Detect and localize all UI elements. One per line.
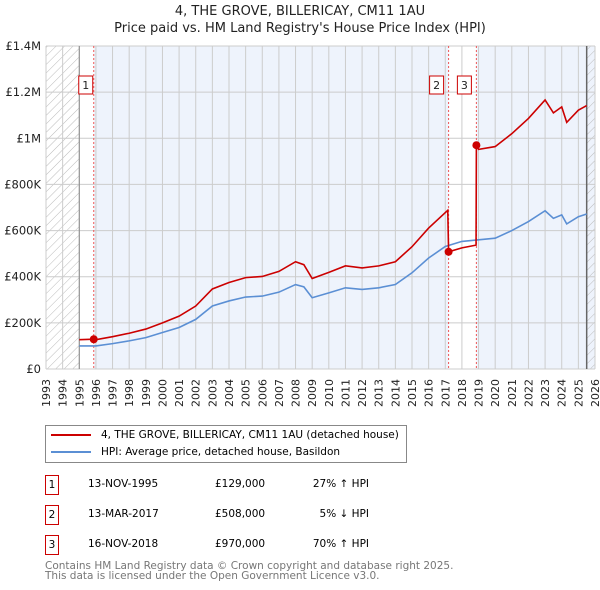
x-tick-label: 2007 [273,379,286,407]
x-tick-label: 2024 [556,379,569,407]
sale-hpi-diff: 27% ↑ HPI [312,478,369,490]
x-tick-label: 2025 [572,379,585,407]
sale-row: 2 13-MAR-2017 £508,000 5% ↓ HPI [45,505,445,525]
y-tick-label: £1.4M [5,39,41,53]
x-tick-label: 2017 [439,379,452,407]
chart-subtitle: Price paid vs. HM Land Registry's House … [114,21,486,36]
sale-price: £970,000 [215,538,266,550]
price-paid-line [79,98,588,341]
y-tick-label: £400K [4,270,41,284]
x-tick-label: 2010 [323,379,336,407]
x-tick-label: 2026 [589,379,600,407]
legend-item-hpi: HPI: Average price, detached house, Basi… [51,446,340,458]
x-tick-label: 2012 [356,379,369,407]
y-tick-label: £200K [4,316,41,330]
x-tick-label: 2001 [173,379,186,407]
sale-point [444,247,453,256]
x-tick-label: 2018 [456,379,469,407]
x-tick-label: 2016 [423,379,436,407]
no-data-hatch [586,46,595,369]
sale-marker-badge: 1 [45,475,59,495]
sale-date: 13-MAR-2017 [88,508,159,520]
sale-marker-label: 1 [82,79,89,92]
x-tick-label: 1999 [140,379,153,407]
sale-price: £508,000 [215,508,266,520]
sale-row: 1 13-NOV-1995 £129,000 27% ↑ HPI [45,475,445,495]
x-tick-label: 2021 [506,379,519,407]
chart-title: 4, THE GROVE, BILLERICAY, CM11 1AU [174,4,426,19]
x-tick-label: 2006 [256,379,269,407]
y-tick-label: £0 [26,362,41,376]
legend: 4, THE GROVE, BILLERICAY, CM11 1AU (deta… [45,425,407,463]
sale-point [89,335,98,344]
legend-swatch-blue [51,451,91,453]
x-tick-label: 2009 [306,379,319,407]
sale-point [472,141,481,150]
x-tick-label: 1993 [40,379,53,407]
sale-marker-box [429,75,445,95]
y-tick-label: £1.2M [5,85,41,99]
plot-area: 1993 1994 1995 1996 1997 1998 1999 2000 2001 2002… [4,39,600,407]
x-tick-label: 2014 [389,379,402,407]
sale-marker-box [456,75,472,95]
x-tick-label: 2008 [290,379,303,407]
ownership-shade [93,46,449,369]
x-tick-label: 2013 [373,379,386,407]
sale-marker-box [78,75,94,95]
x-tick-label: 2015 [406,379,419,407]
sale-marker-badge: 2 [45,505,59,525]
footer: Contains HM Land Registry data © Crown c… [45,560,454,582]
x-tick-label: 1996 [90,379,103,407]
y-tick-label: £800K [4,177,41,191]
sale-marker-label: 3 [461,79,468,92]
sale-date: 16-NOV-2018 [88,538,159,550]
x-tick-label: 2020 [489,379,502,407]
sale-date: 13-NOV-1995 [88,478,159,490]
y-tick-label: £1M [16,131,41,145]
x-tick-label: 2002 [190,379,203,407]
footer-line-1: Contains HM Land Registry data © Crown c… [45,560,454,572]
x-tick-label: 2019 [473,379,486,407]
x-tick-label: 2003 [206,379,219,407]
x-tick-label: 2011 [339,379,352,407]
ownership-shade [476,46,595,369]
x-tick-label: 1998 [123,379,136,407]
x-tick-label: 2000 [156,379,169,407]
x-tick-label: 1995 [73,379,86,407]
sale-price: £129,000 [215,478,266,490]
x-tick-label: 1997 [107,379,120,407]
y-tick-label: £600K [4,224,41,238]
footer-line-2: This data is licensed under the Open Gov… [45,570,380,582]
sale-row: 3 16-NOV-2018 £970,000 70% ↑ HPI [45,535,445,555]
sale-hpi-diff: 5% ↓ HPI [319,508,369,520]
legend-label: HPI: Average price, detached house, Basi… [101,446,341,458]
x-tick-label: 1994 [57,379,70,407]
sale-hpi-diff: 70% ↑ HPI [312,538,369,550]
sale-marker-label: 2 [433,79,440,92]
sale-marker-badge: 3 [45,535,59,555]
legend-label: 4, THE GROVE, BILLERICAY, CM11 1AU (deta… [101,429,399,441]
hpi-line [79,209,587,347]
x-tick-label: 2004 [223,379,236,407]
legend-item-property: 4, THE GROVE, BILLERICAY, CM11 1AU (deta… [51,429,399,441]
x-tick-label: 2022 [522,379,535,407]
x-tick-label: 2023 [539,379,552,407]
legend-swatch-red [51,434,91,436]
x-tick-label: 2005 [240,379,253,407]
